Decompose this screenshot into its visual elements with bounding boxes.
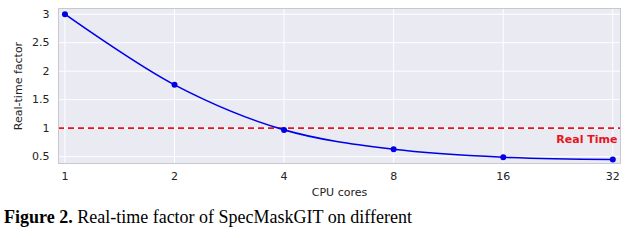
- svg-text:4: 4: [281, 170, 288, 183]
- svg-text:1: 1: [43, 122, 50, 135]
- svg-text:16: 16: [496, 170, 510, 183]
- svg-text:Real-time factor: Real-time factor: [12, 41, 25, 130]
- svg-text:Real Time: Real Time: [556, 133, 617, 146]
- svg-text:2: 2: [43, 65, 50, 78]
- svg-text:1: 1: [61, 170, 68, 183]
- svg-text:2.5: 2.5: [32, 36, 50, 49]
- svg-text:1.5: 1.5: [32, 93, 50, 106]
- svg-text:0.5: 0.5: [32, 150, 50, 163]
- html-text:Figure 2. Real-time factor of: Figure 2. Real-time factor of SpecMaskGI…: [4, 207, 412, 227]
- svg-text:2: 2: [171, 170, 178, 183]
- svg-text:CPU cores: CPU cores: [312, 186, 368, 199]
- svg-text:8: 8: [390, 170, 397, 183]
- svg-text:3: 3: [43, 8, 50, 21]
- svg-text:32: 32: [606, 170, 620, 183]
